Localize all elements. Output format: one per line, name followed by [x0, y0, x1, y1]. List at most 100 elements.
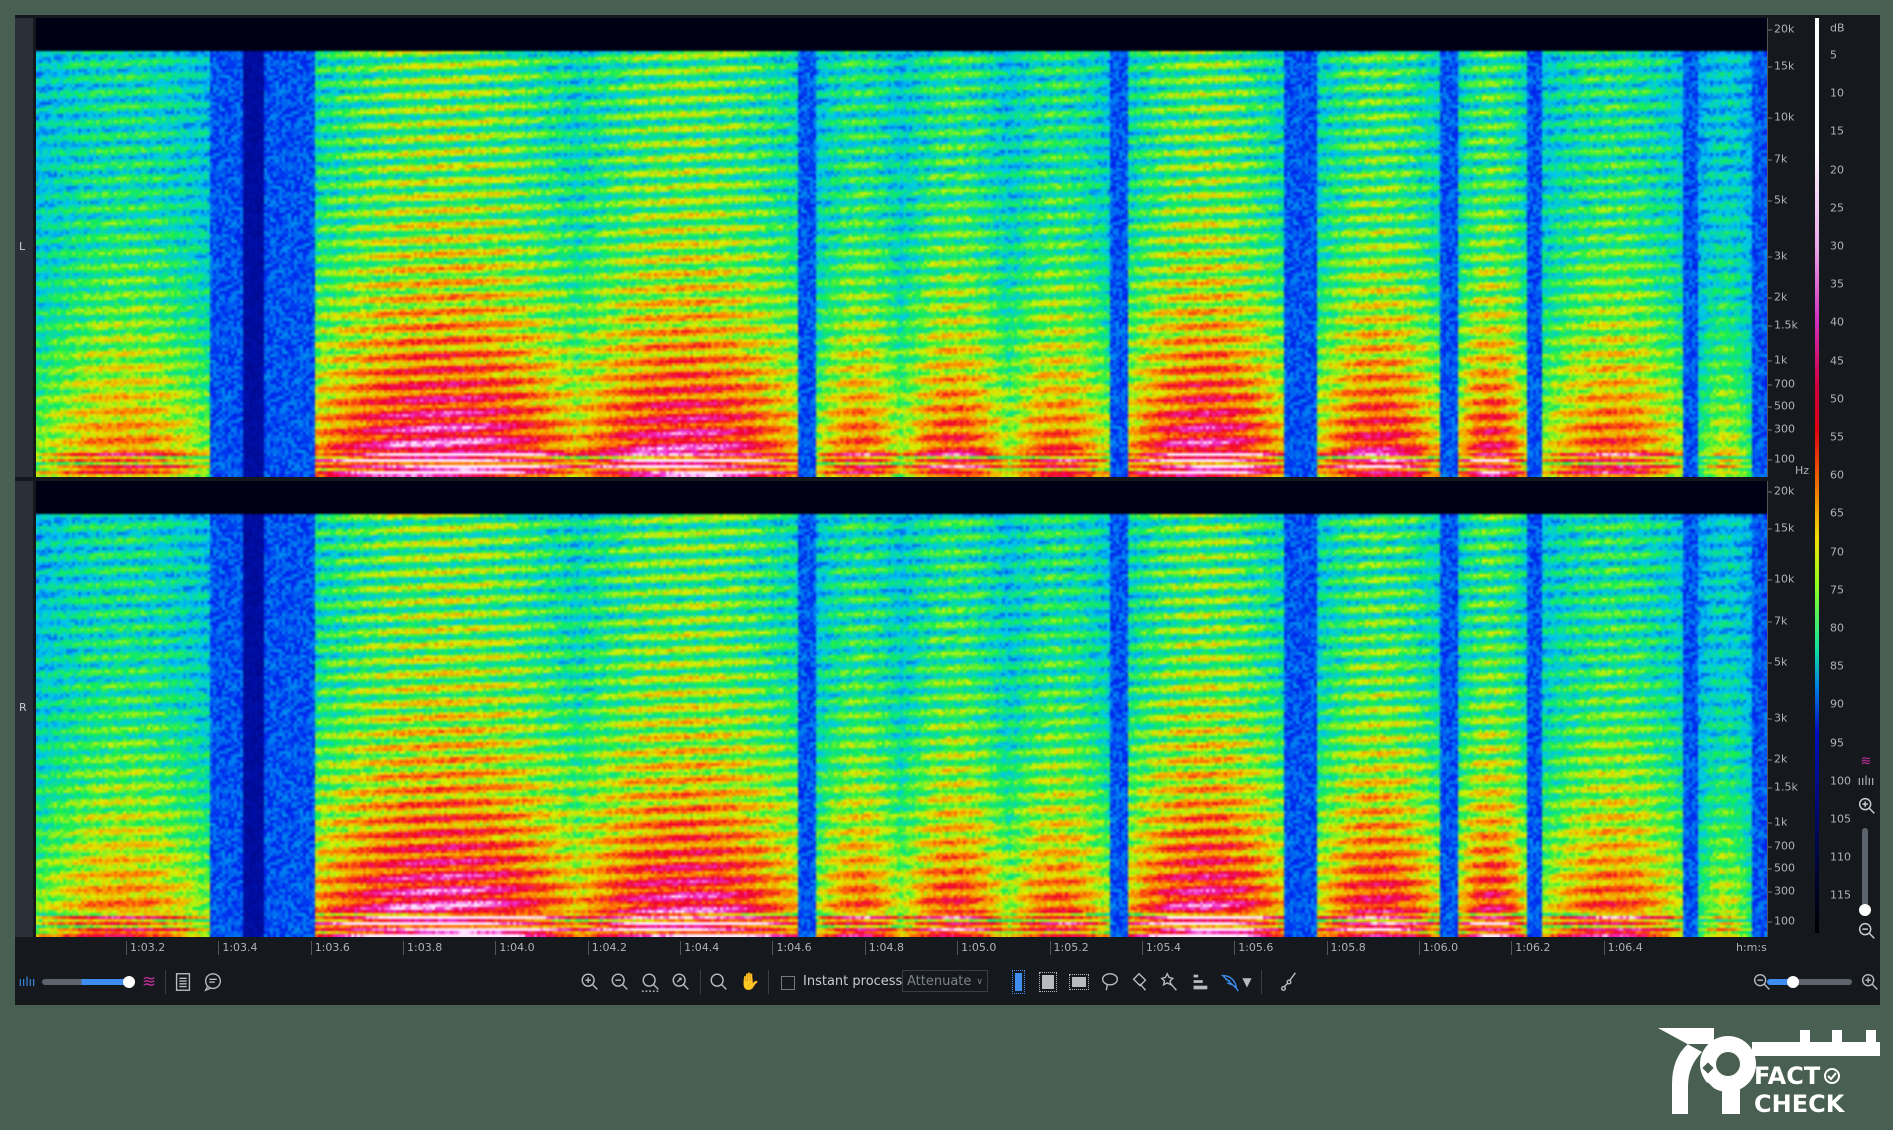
- frequency-label: 10k: [1767, 572, 1795, 586]
- db-label: 60: [1830, 468, 1844, 482]
- time-label: 1:06.4: [1603, 941, 1643, 955]
- frequency-label: 1k: [1767, 353, 1788, 367]
- time-label: 1:05.2: [1049, 941, 1089, 955]
- db-label: 95: [1830, 736, 1844, 750]
- frequency-label: 7k: [1767, 152, 1788, 166]
- db-label: 20: [1830, 163, 1844, 177]
- frequency-label: 15k: [1767, 59, 1795, 73]
- frequency-label: 1.5k: [1768, 780, 1798, 794]
- instant-process-checkbox[interactable]: [781, 976, 795, 990]
- vertical-zoom-knob[interactable]: [1859, 904, 1871, 916]
- db-label: 35: [1830, 277, 1844, 291]
- spectrogram-left[interactable]: [36, 18, 1767, 477]
- horizontal-zoom-slider[interactable]: [1767, 979, 1852, 985]
- opacity-slider[interactable]: [42, 979, 130, 985]
- frequency-label: 700: [1768, 839, 1795, 853]
- time-label: 1:06.2: [1511, 941, 1550, 955]
- time-label: 1:04.2: [587, 941, 627, 955]
- brush-icon[interactable]: [1128, 970, 1152, 994]
- logo-text-fact: FACT: [1754, 1062, 1821, 1090]
- time-label: 1:05.0: [957, 941, 996, 955]
- time-label: 1:05.8: [1326, 941, 1366, 955]
- db-label: 75: [1830, 583, 1844, 597]
- hand-icon[interactable]: ✋: [739, 972, 761, 992]
- frequency-label: 1k: [1767, 815, 1788, 829]
- db-label: 50: [1830, 392, 1844, 406]
- curve-icon[interactable]: [1277, 970, 1301, 994]
- chevron-down-icon: ∨: [976, 977, 983, 987]
- frequency-label: 7k: [1767, 614, 1788, 628]
- harmonic-selection-icon[interactable]: [1188, 970, 1212, 994]
- list-icon[interactable]: [171, 970, 195, 994]
- frequency-label: 300: [1768, 884, 1795, 898]
- frequency-label: 15k: [1767, 521, 1795, 535]
- frequency-label: 2k: [1767, 290, 1788, 304]
- mode-select-value: Attenuate: [907, 974, 972, 989]
- zoom-in-vertical-icon[interactable]: [1855, 794, 1879, 818]
- opacity-slider-knob[interactable]: [123, 976, 135, 988]
- zoom-in-horizontal-icon[interactable]: [1858, 970, 1882, 994]
- waveform-icon[interactable]: ıılıı: [1857, 774, 1875, 788]
- bottom-toolbar: ıılıı ≋ ✋ Instant process Attenuate ∨ ▼: [15, 960, 1880, 1005]
- channel-label-right: R: [19, 701, 27, 714]
- frequency-label: 700: [1768, 377, 1795, 391]
- magic-wand-icon[interactable]: [1158, 970, 1182, 994]
- zoom-out-icon[interactable]: [608, 970, 632, 994]
- frequency-label: 1.5k: [1768, 318, 1798, 332]
- db-label: 45: [1830, 354, 1844, 368]
- magnify-icon[interactable]: [707, 970, 731, 994]
- db-label: 115: [1830, 888, 1851, 902]
- db-label: 40: [1830, 315, 1844, 329]
- comment-icon[interactable]: [201, 970, 225, 994]
- db-colorbar: [1815, 18, 1819, 933]
- frequency-selection-icon[interactable]: [1067, 970, 1091, 994]
- time-label: 1:03.2: [126, 941, 165, 955]
- frequency-unit: Hz: [1795, 464, 1810, 477]
- frequency-axis-right: 20k 15k 10k 7k 5k 3k 2k 1.5k 1k 700 500 300 100: [1767, 481, 1813, 937]
- time-selection-icon[interactable]: [1006, 970, 1030, 994]
- lasso-icon[interactable]: [1098, 970, 1122, 994]
- frequency-label: 10k: [1767, 110, 1795, 124]
- db-label: 90: [1830, 697, 1844, 711]
- db-label: 55: [1830, 430, 1844, 444]
- zoom-fit-icon[interactable]: [669, 970, 693, 994]
- db-label: 15: [1830, 124, 1844, 138]
- feather-icon[interactable]: [1218, 970, 1242, 994]
- db-label: 100: [1830, 774, 1851, 788]
- time-frequency-selection-icon[interactable]: [1036, 970, 1060, 994]
- time-label: 1:04.6: [772, 941, 812, 955]
- zoom-in-icon[interactable]: [578, 970, 602, 994]
- frequency-label: 20k: [1767, 484, 1795, 498]
- time-label: 1:06.0: [1418, 941, 1458, 955]
- frequency-axis-left: 20k 15k 10k 7k 5k 3k 2k 1.5k 1k 700 500 300 100: [1767, 18, 1813, 477]
- channel-strip-left[interactable]: L: [15, 18, 33, 477]
- time-label: 1:04.8: [864, 941, 904, 955]
- db-label: 5: [1830, 48, 1837, 62]
- db-label: 105: [1830, 812, 1851, 826]
- mode-select[interactable]: Attenuate ∨: [902, 970, 988, 992]
- db-label: 65: [1830, 506, 1844, 520]
- waveform-icon[interactable]: ıılıı: [18, 975, 36, 989]
- time-label: 1:03.8: [403, 941, 442, 955]
- db-label: 85: [1830, 659, 1844, 673]
- horizontal-zoom-knob[interactable]: [1787, 976, 1799, 988]
- spectrogram-icon[interactable]: ≋: [1860, 753, 1872, 769]
- logo-text-check: CHECK: [1754, 1090, 1846, 1117]
- frequency-label: 500: [1768, 399, 1795, 413]
- frequency-label: 20k: [1767, 22, 1795, 36]
- dropdown-triangle-icon[interactable]: ▼: [1242, 975, 1252, 989]
- zoom-selection-icon[interactable]: [639, 970, 663, 994]
- frequency-label: 3k: [1767, 249, 1788, 263]
- channel-strip-right[interactable]: R: [15, 481, 33, 937]
- zoom-out-horizontal-icon[interactable]: [1750, 970, 1774, 994]
- spectrogram-right[interactable]: [36, 481, 1767, 937]
- zoom-out-vertical-icon[interactable]: [1855, 919, 1879, 943]
- vertical-zoom-slider[interactable]: [1862, 828, 1868, 912]
- db-unit: dB: [1830, 21, 1845, 35]
- logo-mark: FACT CHECK: [1658, 1028, 1880, 1118]
- frequency-label: 5k: [1767, 655, 1788, 669]
- spectrogram-icon[interactable]: ≋: [141, 972, 157, 992]
- fact-check-logo: FACT CHECK: [1654, 1020, 1880, 1118]
- frequency-label: 100: [1768, 914, 1795, 928]
- instant-process-label: Instant process: [803, 974, 903, 989]
